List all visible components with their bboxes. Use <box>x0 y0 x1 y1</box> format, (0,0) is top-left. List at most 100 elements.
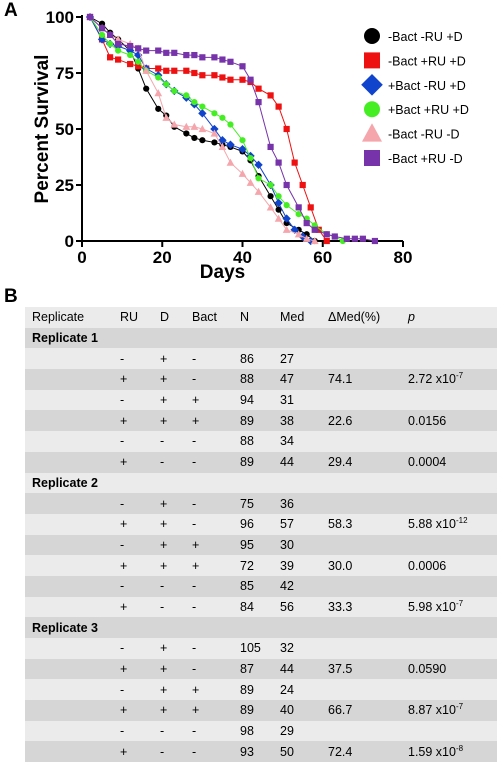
data-point <box>163 67 170 74</box>
data-point <box>199 72 206 79</box>
cell-p <box>401 431 497 452</box>
header-bact: Bact <box>192 310 218 325</box>
data-point <box>191 134 198 142</box>
cell-p <box>401 679 497 700</box>
series-line <box>89 16 344 242</box>
cell-p <box>401 535 497 556</box>
cell-med: 31 <box>280 393 294 408</box>
replicate-cell <box>25 679 113 700</box>
cell-ru: - <box>120 434 125 449</box>
x-tick-label: 60 <box>313 248 332 267</box>
cell-med: 44 <box>280 455 294 470</box>
cell-med: 34 <box>280 434 294 449</box>
data-point <box>114 35 122 43</box>
data-point <box>199 54 206 61</box>
header-p: p <box>408 310 415 325</box>
survival-table: Replicate RU D Bact N Med ΔMed(%) p Repl… <box>25 307 497 762</box>
data-point <box>303 219 310 227</box>
cell-bact: - <box>192 434 197 449</box>
cell-bact: - <box>192 517 197 532</box>
cell-ru: - <box>120 496 125 511</box>
data-point <box>97 35 107 44</box>
data-point <box>267 92 274 99</box>
cell-ru: - <box>120 641 125 656</box>
data-point <box>210 124 219 134</box>
data-point <box>275 193 282 200</box>
data-point <box>371 237 379 245</box>
data-point <box>255 175 262 182</box>
table-row: + + +72 39 30.0 0.0006 <box>25 555 497 576</box>
data-point <box>266 203 275 211</box>
cell-med: 36 <box>280 496 294 511</box>
data-point <box>275 103 282 110</box>
data-point <box>254 160 263 170</box>
data-point <box>274 214 283 222</box>
cell-med: 24 <box>280 682 294 697</box>
data-point <box>199 103 206 110</box>
cell-ru: + <box>120 662 128 677</box>
replicate-cell <box>25 638 113 659</box>
data-point <box>127 43 134 50</box>
cell-ru: + <box>120 703 128 718</box>
y-axis-title: Percent Survival <box>32 55 53 204</box>
data-point <box>274 198 283 208</box>
data-point <box>267 143 274 151</box>
data-point <box>98 31 106 39</box>
cell-p: 0.0590 <box>401 659 497 680</box>
replicate-label: Replicate 3 <box>32 620 99 635</box>
data-point <box>219 114 226 121</box>
cell-n: 89 <box>240 455 254 470</box>
cell-bact: + <box>192 703 200 718</box>
data-point <box>191 69 198 77</box>
cell-d: - <box>160 744 165 759</box>
table-row: + + +89 40 66.7 8.87 x10-7 <box>25 700 497 721</box>
replicate-cell <box>25 390 113 411</box>
data-point <box>359 235 366 242</box>
data-point <box>219 74 226 81</box>
p-value: 0.0590 <box>408 662 447 677</box>
header-n: N <box>240 310 250 325</box>
cell-dmed <box>321 493 401 514</box>
cell-med: 29 <box>280 724 294 739</box>
replicate-cell <box>25 700 113 721</box>
p-value: 8.87 x10 <box>408 703 456 718</box>
replicate-label: Replicate 1 <box>32 331 99 346</box>
data-point <box>106 54 114 61</box>
cell-bact: - <box>192 496 197 511</box>
cell-bact: + <box>192 537 200 552</box>
cell-n: 87 <box>240 662 254 677</box>
table-body: Replicate 1- + -86 27 + + -88 47 74.1 2.72 x10-7-… <box>25 327 497 762</box>
cell-ru: + <box>120 744 128 759</box>
p-value: 5.98 x10 <box>408 599 456 614</box>
data-point <box>191 51 198 59</box>
cell-p: 5.98 x10-7 <box>401 597 497 618</box>
p-exponent: -7 <box>455 598 464 608</box>
replicate-label: Replicate 2 <box>32 475 99 490</box>
cell-bact: - <box>192 599 197 614</box>
cell-p: 1.59 x10-8 <box>401 741 497 762</box>
cell-med: 39 <box>280 558 294 573</box>
table-row: - + - 86 27 <box>25 348 497 370</box>
data-point <box>219 56 226 63</box>
y-tick-label: 100 <box>46 8 74 27</box>
data-point <box>171 87 178 95</box>
p-value: 1.59 x10 <box>408 744 456 759</box>
data-point <box>211 72 218 79</box>
header-dmed: ΔMed(%) <box>328 310 381 325</box>
replicate-cell <box>25 576 113 597</box>
legend-marker <box>364 101 380 118</box>
data-point <box>155 105 162 112</box>
data-point <box>183 92 190 99</box>
replicate-heading-row: Replicate 2 <box>25 472 497 494</box>
data-point <box>127 51 134 59</box>
data-point <box>239 63 246 70</box>
y-tick-label: 50 <box>55 120 74 139</box>
data-point <box>275 159 282 166</box>
cell-n: 72 <box>240 558 254 573</box>
data-point <box>171 67 178 74</box>
data-point <box>218 136 227 145</box>
cell-d: - <box>160 579 165 594</box>
replicate-cell <box>25 659 113 680</box>
table-row: + - - 93 50 72.4 1.59 x10-8 <box>25 741 497 762</box>
data-point <box>227 58 234 65</box>
